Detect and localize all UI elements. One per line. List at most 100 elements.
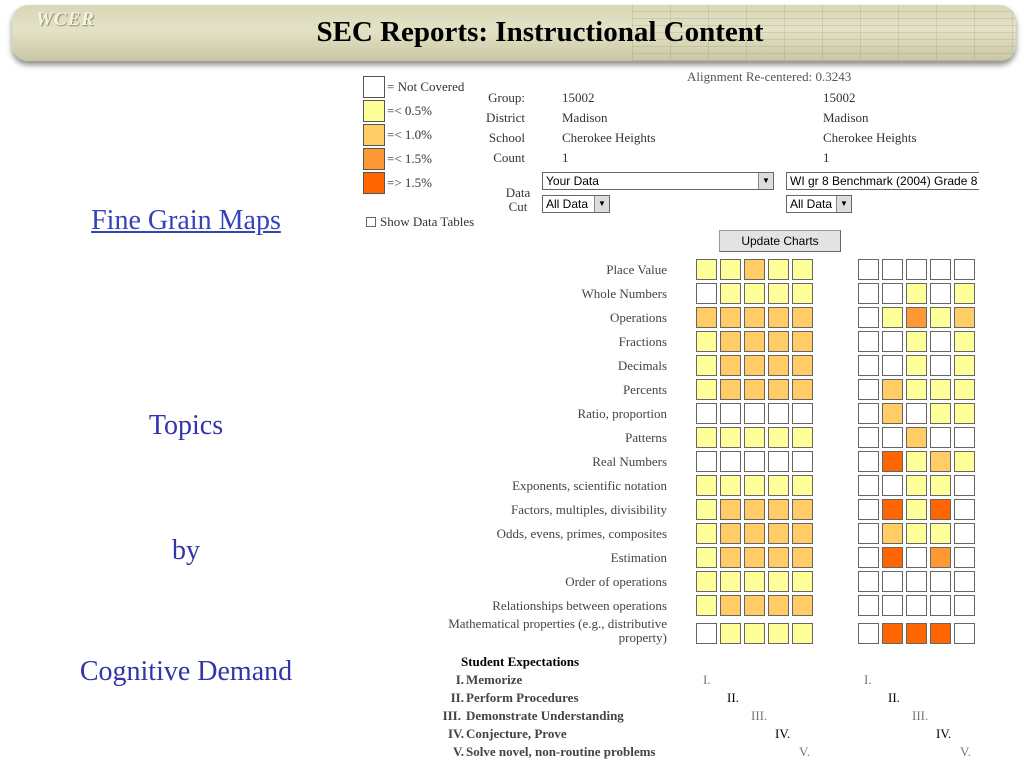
heatmap-cell bbox=[720, 547, 741, 568]
by-text: by bbox=[172, 535, 200, 566]
chevron-down-icon[interactable]: ▼ bbox=[758, 173, 773, 189]
legend-label: = Not Covered bbox=[387, 79, 465, 94]
legend-swatch bbox=[363, 172, 385, 194]
legend-item-one: =< 1.0% bbox=[363, 124, 432, 146]
heatmap-cell bbox=[744, 427, 765, 448]
heatmap-cell bbox=[930, 259, 951, 280]
heatmap-cell bbox=[954, 355, 975, 376]
checkbox-icon[interactable] bbox=[366, 217, 376, 227]
heatmap-cell bbox=[720, 259, 741, 280]
heatmap-cell bbox=[954, 379, 975, 400]
heatmap-cell bbox=[930, 379, 951, 400]
heatmap-cell bbox=[954, 523, 975, 544]
heatmap-cell bbox=[696, 595, 717, 616]
heatmap-cell bbox=[720, 355, 741, 376]
heatmap-cell bbox=[930, 571, 951, 592]
heatmap-cell bbox=[906, 259, 927, 280]
heatmap-cell bbox=[930, 355, 951, 376]
heatmap-cell bbox=[720, 379, 741, 400]
update-charts-button[interactable]: Update Charts bbox=[719, 230, 841, 252]
heatmap-cell bbox=[792, 355, 813, 376]
count-label: Count bbox=[493, 150, 525, 165]
right-count-value: 1 bbox=[823, 150, 830, 165]
heatmap-cell bbox=[954, 307, 975, 328]
heatmap-cell bbox=[954, 331, 975, 352]
topic-label: Place Value bbox=[606, 262, 667, 277]
heatmap-cell bbox=[720, 451, 741, 472]
heatmap-cell bbox=[954, 259, 975, 280]
heatmap-cell bbox=[720, 307, 741, 328]
fine-grain-maps-link[interactable]: Fine Grain Maps bbox=[91, 205, 281, 236]
topic-label: Exponents, scientific notation bbox=[512, 478, 667, 493]
left-cut-select[interactable]: All Data ▼ bbox=[542, 195, 610, 213]
heatmap-cell bbox=[744, 331, 765, 352]
legend-label: => 1.5% bbox=[387, 175, 432, 190]
heatmap-cell bbox=[720, 499, 741, 520]
group-label: Group: bbox=[488, 90, 525, 105]
heatmap-cell bbox=[696, 427, 717, 448]
heatmap-cell bbox=[882, 427, 903, 448]
expectation-number: IV. bbox=[447, 726, 464, 741]
legend-swatch bbox=[363, 100, 385, 122]
heatmap-cell bbox=[768, 475, 789, 496]
heatmap-cell bbox=[906, 451, 927, 472]
heatmap-cell bbox=[858, 623, 879, 644]
heatmap-cell bbox=[906, 623, 927, 644]
heatmap-cell bbox=[792, 499, 813, 520]
topic-label: Ratio, proportion bbox=[577, 406, 667, 421]
column-marker: III. bbox=[751, 708, 768, 723]
heatmap-cell bbox=[858, 451, 879, 472]
heatmap-cell bbox=[720, 403, 741, 424]
heatmap-cell bbox=[858, 403, 879, 424]
heatmap-cell bbox=[720, 623, 741, 644]
left-count-value: 1 bbox=[562, 150, 569, 165]
heatmap-cell bbox=[906, 547, 927, 568]
expectation-number: III. bbox=[442, 708, 461, 723]
left-group-value: 15002 bbox=[562, 90, 595, 105]
expectation-label: Conjecture, Prove bbox=[466, 726, 567, 741]
heatmap-cell bbox=[768, 403, 789, 424]
left-data-select[interactable]: Your Data ▼ bbox=[542, 172, 774, 190]
chevron-down-icon[interactable]: ▼ bbox=[594, 196, 609, 212]
heatmap-cell bbox=[930, 403, 951, 424]
heatmap-cell bbox=[744, 307, 765, 328]
legend-swatch bbox=[363, 124, 385, 146]
topic-label: Patterns bbox=[625, 430, 667, 445]
right-cut-select[interactable]: All Data ▼ bbox=[786, 195, 852, 213]
show-data-tables-checkbox[interactable]: Show Data Tables bbox=[362, 214, 482, 229]
heatmap-cell bbox=[768, 379, 789, 400]
right-data-select[interactable]: WI gr 8 Benchmark (2004) Grade 8 bbox=[786, 172, 979, 190]
heatmap-cell bbox=[882, 307, 903, 328]
heatmap-cell bbox=[768, 595, 789, 616]
heatmap-cell bbox=[696, 379, 717, 400]
heatmap-cell bbox=[906, 571, 927, 592]
wcer-logo: WCER bbox=[36, 9, 95, 30]
left-data-select-value: Your Data bbox=[546, 174, 599, 188]
column-marker: II. bbox=[727, 690, 739, 705]
heatmap-cell bbox=[720, 523, 741, 544]
heatmap-cell bbox=[696, 259, 717, 280]
legend-swatch bbox=[363, 148, 385, 170]
heatmap-cell bbox=[720, 331, 741, 352]
heatmap-cell bbox=[954, 403, 975, 424]
heatmap-cell bbox=[930, 475, 951, 496]
expectation-label: Solve novel, non-routine problems bbox=[466, 744, 656, 759]
heatmap-cell bbox=[882, 499, 903, 520]
legend-label: =< 1.5% bbox=[387, 151, 432, 166]
heatmap-cell bbox=[882, 379, 903, 400]
expectation-number: I. bbox=[455, 672, 464, 687]
heatmap-cell bbox=[954, 547, 975, 568]
topic-label: Percents bbox=[622, 382, 667, 397]
cognitive-demand-text: Cognitive Demand bbox=[79, 656, 293, 687]
heatmap-cell bbox=[744, 523, 765, 544]
topic-label: Order of operations bbox=[565, 574, 667, 589]
heatmap-cell bbox=[792, 403, 813, 424]
heatmap-cell bbox=[696, 499, 717, 520]
heatmap-cell bbox=[930, 427, 951, 448]
chevron-down-icon[interactable]: ▼ bbox=[836, 196, 851, 212]
heatmap-cell bbox=[696, 623, 717, 644]
right-group-value: 15002 bbox=[823, 90, 856, 105]
heatmap-cell bbox=[954, 499, 975, 520]
heatmap-cell bbox=[792, 523, 813, 544]
district-label: District bbox=[486, 110, 525, 125]
